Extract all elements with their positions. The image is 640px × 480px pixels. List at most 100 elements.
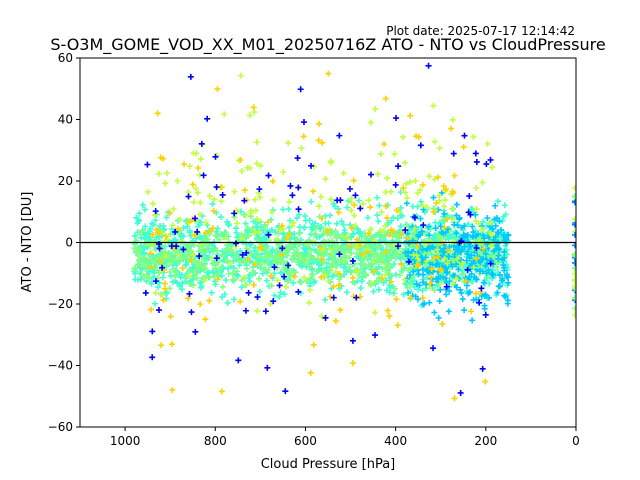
data-point [479,255,486,262]
data-point [156,245,163,252]
data-point [386,242,393,249]
data-point [204,236,211,243]
data-point [334,242,341,249]
data-point [450,150,457,157]
data-point [190,199,197,206]
data-point [197,301,204,308]
data-point [377,150,384,157]
data-point [336,282,343,289]
data-point [159,264,166,271]
data-point [155,284,162,291]
data-point [256,288,263,295]
data-point [187,268,194,275]
data-point [414,189,421,196]
data-point [175,251,182,258]
data-point [457,389,464,396]
data-point [278,251,285,258]
data-point [166,268,173,275]
data-point [144,161,151,168]
data-point [291,235,298,242]
data-point [213,255,220,262]
data-point [346,254,353,261]
data-point [487,260,494,267]
data-point [463,232,470,239]
data-point [413,281,420,288]
data-point [504,300,511,307]
data-point [265,266,272,273]
data-point [253,236,260,243]
data-point [268,282,275,289]
x-tick-label: 800 [204,434,227,448]
data-point [268,253,275,260]
y-tick-label: −20 [48,297,73,311]
data-point [369,259,376,266]
data-point [147,250,154,257]
data-point [348,234,355,241]
data-point [211,273,218,280]
data-point [374,212,381,219]
data-point [341,240,348,247]
data-point [161,285,168,292]
data-point [403,180,410,187]
data-point [136,210,143,217]
data-point [419,294,426,301]
data-point [317,226,324,233]
data-point [441,210,448,217]
data-point [331,203,338,210]
data-point [328,252,335,259]
data-point [196,221,203,228]
x-axis-ticks: 1000 800 600 400 200 0 [110,427,580,448]
data-point [411,225,418,232]
data-point [339,233,346,240]
data-point [444,260,451,267]
data-point [443,270,450,277]
data-point [159,274,166,281]
data-point [295,250,302,257]
data-point [216,236,223,243]
data-point [138,234,145,241]
data-point [142,289,149,296]
data-point [340,258,347,265]
data-point [265,172,272,179]
data-point [473,206,480,213]
data-point [229,276,236,283]
data-point [419,266,426,273]
data-point [198,140,205,147]
data-point [468,252,475,259]
data-point [166,210,173,217]
data-point [347,221,354,228]
data-point [204,115,211,122]
data-point [364,254,371,261]
data-point [252,229,259,236]
data-point [134,245,141,252]
data-point [351,202,358,209]
data-point [322,242,329,249]
data-point [427,280,434,287]
data-point [280,169,287,176]
data-point [243,281,250,288]
data-point [437,234,444,241]
data-point [179,280,186,287]
data-point [376,202,383,209]
data-point [362,233,369,240]
data-point [234,272,241,279]
data-point [206,230,213,237]
data-point [270,298,277,305]
data-point [244,224,251,231]
data-point [298,145,305,152]
data-point [196,211,203,218]
data-point [372,332,379,339]
data-point [481,305,488,312]
data-point [155,230,162,237]
data-point [270,197,277,204]
data-point [194,189,201,196]
data-point [340,170,347,177]
data-point [152,278,159,285]
data-point [162,262,169,269]
data-point [264,364,271,371]
data-point [190,282,197,289]
data-point [253,139,260,146]
data-point [264,260,271,267]
data-point [322,296,329,303]
data-point [197,155,204,162]
